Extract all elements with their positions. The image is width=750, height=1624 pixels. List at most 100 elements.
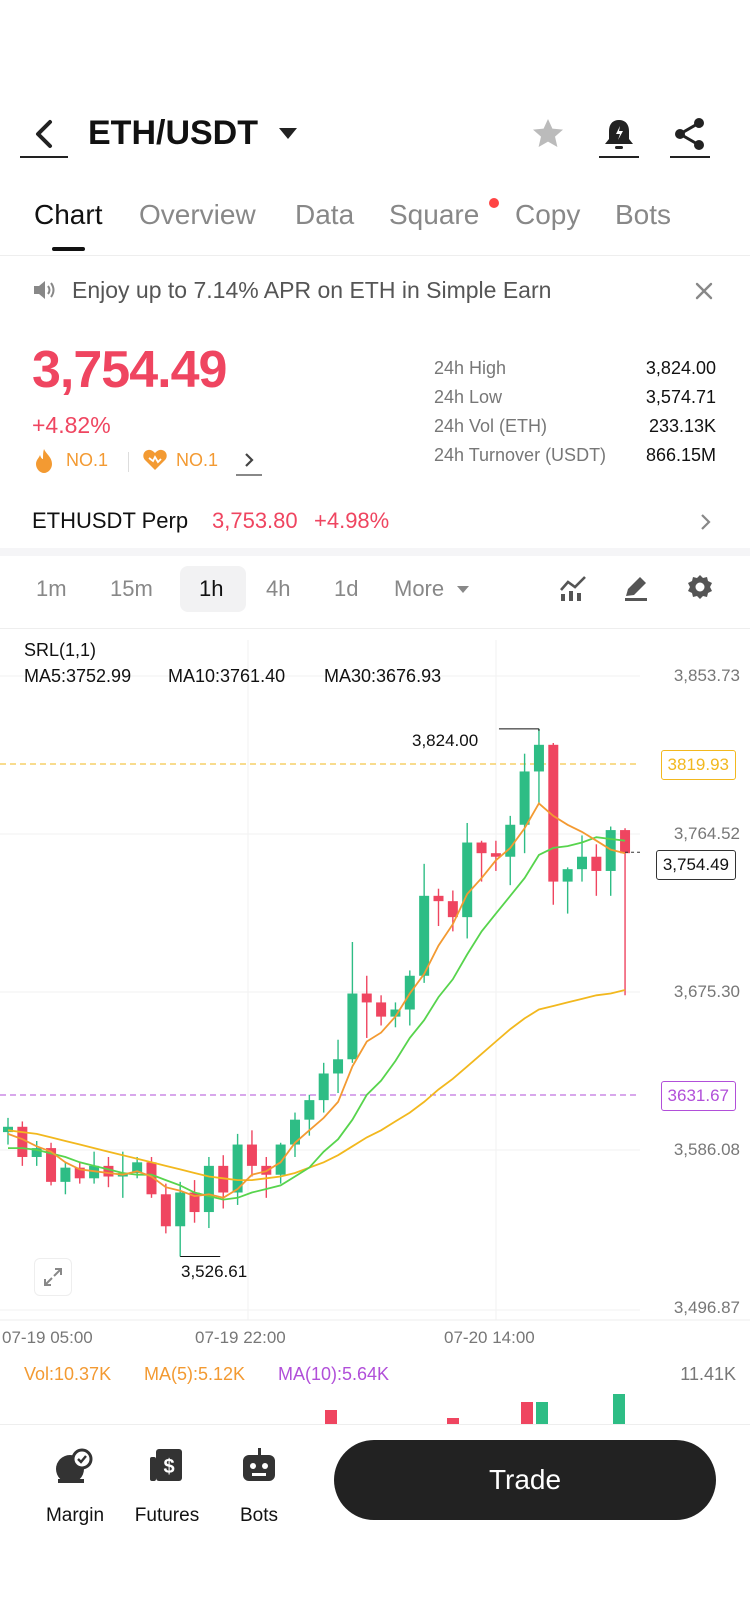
active-tab-indicator xyxy=(52,247,85,251)
y-tick-label: 3,853.73 xyxy=(673,666,740,685)
perp-change: +4.98% xyxy=(314,508,390,533)
svg-text:$: $ xyxy=(163,1456,174,1478)
perp-name[interactable]: ETHUSDT Perp xyxy=(32,508,189,533)
ma10-line xyxy=(8,836,626,1201)
alert-button[interactable] xyxy=(599,114,639,158)
indicator-icon[interactable] xyxy=(558,574,588,602)
candle-body xyxy=(433,895,444,902)
tab-overview[interactable]: Overview xyxy=(139,199,256,230)
y-tick-label: 3,496.87 xyxy=(673,1298,740,1317)
header-bar: ETH/USDT xyxy=(0,100,750,170)
tab-bar: Chart Overview Data Square Copy Bots xyxy=(0,195,750,256)
favorite-button[interactable] xyxy=(528,114,568,156)
stat-label-turnover: 24h Turnover (USDT) xyxy=(434,445,607,465)
settings-gear-icon[interactable] xyxy=(686,573,714,601)
candle-body xyxy=(31,1148,42,1157)
candle-body xyxy=(519,771,530,825)
volume-bar xyxy=(325,1410,337,1424)
stat-label-low: 24h Low xyxy=(434,387,503,407)
candle-body xyxy=(577,856,587,870)
margin-icon xyxy=(56,1448,93,1483)
volume-bar xyxy=(521,1402,533,1424)
candle-body xyxy=(103,1165,114,1177)
timeframe-1d[interactable]: 1d xyxy=(334,576,359,601)
stat-value-high: 3,824.00 xyxy=(645,358,716,378)
timeframe-4h[interactable]: 4h xyxy=(266,576,291,601)
level-tag-purple: 3631.67 xyxy=(660,1081,736,1111)
candle-body xyxy=(333,1059,344,1074)
timeframe-1m[interactable]: 1m xyxy=(36,576,67,601)
speaker-icon xyxy=(34,281,55,299)
candle-body xyxy=(533,744,544,772)
tab-square[interactable]: Square xyxy=(389,199,480,230)
ma30-line xyxy=(7,989,626,1181)
timeframe-more[interactable]: More xyxy=(394,576,445,601)
chevron-right-icon[interactable] xyxy=(696,510,716,534)
candle-body xyxy=(17,1126,28,1157)
pair-title[interactable]: ETH/USDT xyxy=(88,114,258,152)
bottom-action-bar: Margin $ Futures Bots xyxy=(0,1424,750,1545)
volume-max-label: 11.41K xyxy=(680,1364,736,1384)
star-icon xyxy=(533,119,563,147)
margin-label: Margin xyxy=(45,1505,105,1526)
candle-body xyxy=(462,842,473,918)
rank-more-button[interactable] xyxy=(236,448,262,476)
tab-copy[interactable]: Copy xyxy=(515,199,581,230)
back-button[interactable] xyxy=(20,114,68,158)
caret-down-icon[interactable] xyxy=(279,128,297,139)
bots-button[interactable]: Bots xyxy=(214,1445,304,1526)
margin-button[interactable]: Margin xyxy=(30,1445,120,1526)
level-tag-yellow: 3819.93 xyxy=(660,750,736,780)
share-icon xyxy=(675,118,704,150)
active-timeframe-bg xyxy=(180,566,246,612)
candlestick-chart[interactable] xyxy=(0,0,750,1430)
candle-body xyxy=(476,842,487,854)
candle-body xyxy=(60,1167,71,1182)
y-tick-label: 3,675.30 xyxy=(673,982,740,1001)
candle-body xyxy=(361,993,372,1003)
volume-ma5-legend: MA(5):5.12K xyxy=(144,1364,246,1384)
tab-bots[interactable]: Bots xyxy=(615,199,672,230)
candle-body xyxy=(175,1192,186,1227)
x-tick-label: 07-19 05:00 xyxy=(2,1328,93,1347)
high-mark-label: 3,824.00 xyxy=(412,731,479,750)
expand-chart-button[interactable] xyxy=(34,1258,72,1296)
candle-body xyxy=(447,901,458,918)
candle-body xyxy=(74,1167,85,1179)
candle-body xyxy=(232,1144,243,1193)
stat-label-high: 24h High xyxy=(434,358,507,378)
divider xyxy=(0,628,750,629)
candle-body xyxy=(275,1144,286,1175)
divider xyxy=(128,452,129,472)
promo-banner[interactable]: Enjoy up to 7.14% APR on ETH in Simple E… xyxy=(0,265,750,315)
x-tick-label: 07-20 14:00 xyxy=(444,1328,535,1347)
share-button[interactable] xyxy=(670,114,710,158)
close-icon[interactable] xyxy=(694,281,714,301)
perp-price: 3,753.80 xyxy=(212,508,298,533)
x-tick-label: 07-19 22:00 xyxy=(195,1328,286,1347)
futures-label: Futures xyxy=(134,1505,200,1526)
tab-chart[interactable]: Chart xyxy=(34,199,103,230)
draw-pencil-icon[interactable] xyxy=(622,574,650,602)
candle-body xyxy=(347,993,358,1060)
y-tick-label: 3,586.08 xyxy=(673,1140,740,1159)
chevron-left-icon xyxy=(36,120,52,148)
rank-hot: NO.1 xyxy=(66,450,109,470)
flame-icon xyxy=(36,449,52,473)
tab-data[interactable]: Data xyxy=(295,199,355,230)
ma5-line xyxy=(7,802,626,1199)
rank-favorite: NO.1 xyxy=(176,450,219,470)
ma5-legend: MA5:3752.99 xyxy=(24,666,132,686)
heart-icon xyxy=(143,449,167,470)
expand-icon xyxy=(44,1268,62,1286)
futures-button[interactable]: $ Futures xyxy=(122,1445,212,1526)
banner-text: Enjoy up to 7.14% APR on ETH in Simple E… xyxy=(72,277,552,303)
timeframe-15m[interactable]: 15m xyxy=(110,576,153,601)
stat-value-vol: 233.13K xyxy=(648,416,716,436)
high-marker-line xyxy=(498,728,540,731)
timeframe-1h[interactable]: 1h xyxy=(199,576,224,601)
trade-button[interactable]: Trade xyxy=(334,1440,716,1520)
candle-body xyxy=(505,824,516,857)
volume-bar xyxy=(536,1402,548,1424)
candle-body xyxy=(562,869,573,882)
